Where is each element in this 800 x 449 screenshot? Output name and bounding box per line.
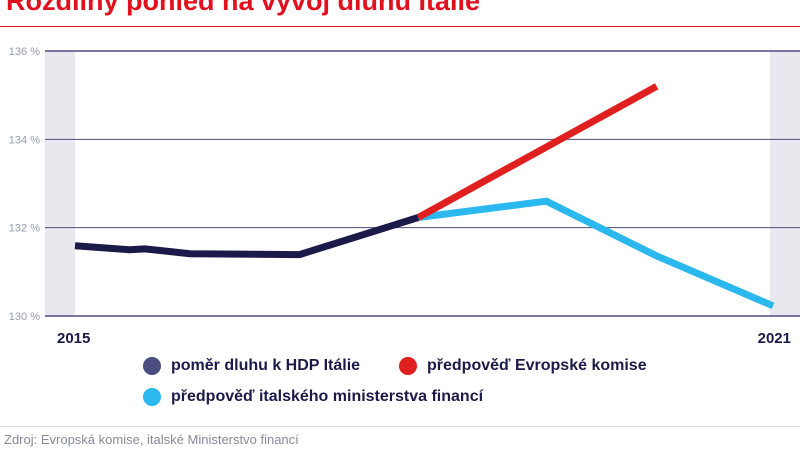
legend-dot-icon: [143, 388, 161, 406]
series-line-0: [74, 214, 420, 259]
legend-dot-icon: [143, 357, 161, 375]
legend-label: předpověď italského ministerstva financí: [171, 388, 484, 405]
legend-label: předpověď Evropské komise: [427, 357, 647, 374]
band-end: [770, 51, 800, 316]
footer-rule: [0, 426, 800, 427]
legend-dot-icon: [399, 357, 417, 375]
y-tick-label: 136 %: [9, 46, 40, 58]
legend-item-2: předpověď italského ministerstva financí: [143, 388, 483, 406]
x-tick-label: 2015: [57, 330, 90, 347]
y-tick-label: 132 %: [9, 223, 40, 235]
legend-item-1: předpověď Evropské komise: [399, 357, 647, 375]
legend-label: poměr dluhu k HDP Itálie: [171, 357, 361, 374]
band-start: [45, 51, 75, 316]
y-tick-label: 130 %: [9, 311, 40, 323]
chart: 136 % 134 % 132 % 130 % 2015 2021: [9, 46, 800, 347]
source-note: Zdroj: Evropská komise, italské Minister…: [4, 432, 299, 447]
title-rule: [0, 26, 800, 27]
legend-item-0: poměr dluhu k HDP Itálie: [143, 357, 360, 375]
y-tick-label: 134 %: [9, 134, 40, 146]
x-tick-label: 2021: [758, 330, 791, 347]
series-line-2: [417, 197, 775, 310]
chart-title: Rozdílný pohled na vývoj dluhu Itálie: [6, 0, 481, 16]
series-line-1: [416, 83, 659, 221]
